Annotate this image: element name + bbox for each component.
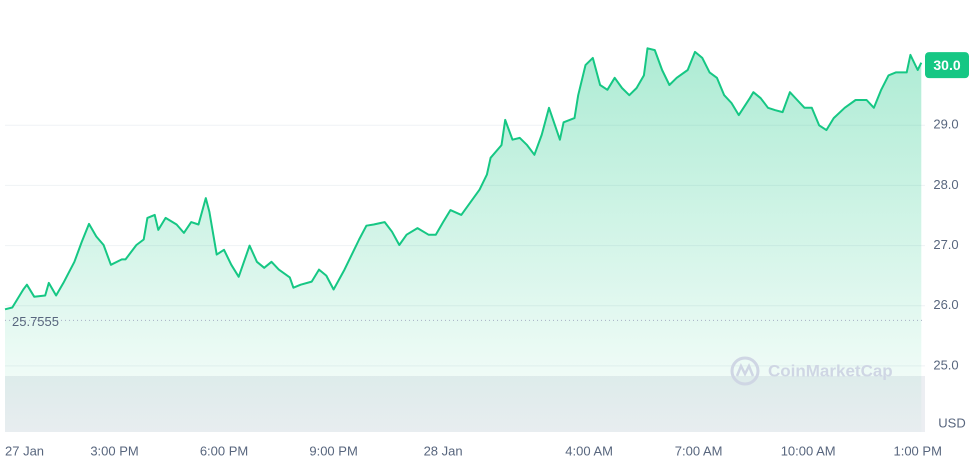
price-tag-label: 30.0 (933, 57, 960, 73)
x-tick-label: 4:00 AM (565, 443, 613, 458)
y-tick-label: 28.0 (933, 177, 958, 192)
x-tick-label: 28 Jan (424, 443, 463, 458)
y-tick-label: 29.0 (933, 117, 958, 132)
price-line (4, 47, 923, 311)
watermark-text: CoinMarketCap (768, 361, 893, 380)
x-tick-label: 3:00 PM (90, 443, 138, 458)
y-tick-label: 27.0 (933, 237, 958, 252)
x-tick-label: 1:00 PM (893, 443, 941, 458)
watermark: CoinMarketCap (730, 356, 893, 386)
x-tick-label: 7:00 AM (675, 443, 723, 458)
y-tick-label: 25.0 (933, 357, 958, 372)
x-tick-label: 27 Jan (5, 443, 44, 458)
x-tick-label: 9:00 PM (309, 443, 357, 458)
y-unit: USD (938, 415, 965, 430)
area (5, 48, 922, 433)
x-tick-label: 6:00 PM (200, 443, 248, 458)
reference-label: 25.7555 (12, 314, 59, 329)
x-tick-label: 10:00 AM (781, 443, 836, 458)
price-tag (925, 52, 969, 79)
y-tick-label: 26.0 (933, 297, 958, 312)
